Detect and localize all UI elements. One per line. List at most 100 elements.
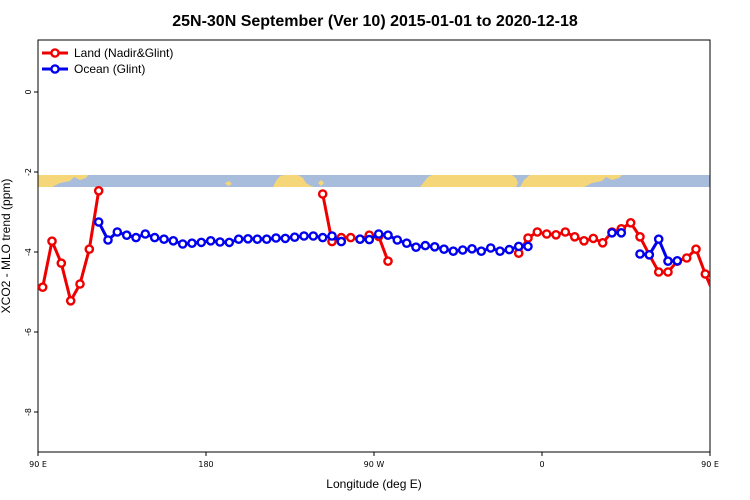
data-point bbox=[513, 241, 524, 252]
data-point bbox=[271, 233, 281, 243]
data-point bbox=[364, 234, 375, 245]
data-point bbox=[289, 232, 300, 242]
data-point bbox=[233, 234, 244, 244]
data-point bbox=[485, 243, 496, 253]
data-point bbox=[317, 232, 328, 243]
data-point bbox=[663, 267, 673, 277]
map-band-land-asia bbox=[38, 175, 88, 187]
data-point bbox=[47, 236, 57, 246]
data-point bbox=[93, 185, 104, 196]
y-tick-label: -4 bbox=[24, 248, 33, 256]
y-axis-label: XCO2 - MLO trend (ppm) bbox=[0, 179, 13, 314]
data-point bbox=[215, 237, 225, 247]
x-tick-label: 90 W bbox=[364, 460, 385, 469]
data-point bbox=[588, 233, 599, 244]
data-point bbox=[616, 227, 627, 238]
legend-ocean-label: Ocean (Glint) bbox=[74, 62, 145, 76]
data-point bbox=[317, 189, 328, 199]
data-point bbox=[541, 229, 552, 239]
data-point bbox=[224, 237, 235, 248]
data-point bbox=[644, 249, 655, 260]
data-point bbox=[84, 244, 95, 254]
data-point bbox=[663, 256, 673, 267]
data-point bbox=[38, 282, 48, 292]
legend-ocean-marker bbox=[50, 64, 60, 74]
data-point bbox=[121, 230, 132, 240]
data-point bbox=[75, 279, 85, 289]
y-tick-label: -8 bbox=[24, 408, 33, 416]
data-point bbox=[672, 255, 683, 266]
series-land bbox=[38, 185, 727, 306]
map-band-land-north-america bbox=[273, 175, 314, 187]
y-tick-label: -2 bbox=[24, 168, 33, 176]
legend-land-label: Land (Nadir&Glint) bbox=[74, 46, 173, 60]
data-point bbox=[177, 239, 188, 249]
data-point bbox=[261, 234, 272, 244]
data-point bbox=[653, 267, 664, 277]
data-point bbox=[252, 234, 263, 244]
data-point bbox=[196, 237, 207, 248]
x-axis: 90 E 180 90 W 0 90 E bbox=[29, 452, 719, 469]
data-point bbox=[420, 240, 431, 251]
data-point bbox=[373, 229, 384, 239]
data-point bbox=[336, 236, 347, 247]
data-point bbox=[625, 217, 636, 228]
data-point bbox=[93, 217, 104, 227]
data-point bbox=[439, 244, 449, 254]
data-point bbox=[345, 232, 356, 243]
series-line bbox=[517, 221, 710, 289]
legend: Land (Nadir&Glint) Ocean (Glint) bbox=[42, 46, 173, 76]
data-point bbox=[523, 233, 533, 243]
data-point bbox=[635, 231, 645, 242]
data-point bbox=[597, 237, 608, 248]
data-point bbox=[495, 246, 505, 256]
series-layer bbox=[38, 185, 727, 306]
data-point bbox=[635, 249, 645, 259]
data-point bbox=[299, 231, 309, 241]
data-point bbox=[205, 235, 216, 246]
data-point bbox=[691, 244, 701, 254]
data-point bbox=[560, 227, 571, 237]
data-point bbox=[720, 284, 727, 291]
series-line bbox=[321, 193, 390, 262]
series-ocean bbox=[93, 217, 683, 267]
y-axis: 0 -2 -4 -6 -8 bbox=[24, 89, 38, 416]
x-tick-label: 0 bbox=[539, 460, 544, 469]
y-tick-label: 0 bbox=[24, 89, 33, 94]
data-point bbox=[308, 231, 319, 241]
data-point bbox=[327, 231, 337, 241]
data-point bbox=[65, 295, 76, 306]
data-point bbox=[112, 227, 123, 237]
x-axis-label: Longitude (deg E) bbox=[326, 477, 421, 491]
data-point bbox=[429, 241, 440, 252]
x-tick-label: 90 E bbox=[29, 460, 47, 469]
data-point bbox=[467, 243, 477, 254]
map-band-land-hawaii bbox=[225, 181, 232, 186]
data-point bbox=[131, 232, 141, 243]
data-point bbox=[187, 238, 197, 248]
x-tick-label: 90 E bbox=[701, 460, 719, 469]
data-point bbox=[280, 233, 291, 244]
data-point bbox=[383, 230, 393, 240]
legend-land-marker bbox=[50, 48, 60, 58]
data-point bbox=[140, 229, 151, 239]
data-point bbox=[523, 241, 533, 252]
data-point bbox=[168, 235, 179, 246]
data-point bbox=[476, 246, 487, 256]
data-point bbox=[700, 269, 710, 279]
data-point bbox=[383, 256, 393, 267]
data-point bbox=[607, 227, 617, 238]
chart-title: 25N-30N September (Ver 10) 2015-01-01 to… bbox=[172, 13, 578, 30]
data-point bbox=[56, 258, 67, 269]
data-point bbox=[355, 234, 365, 244]
map-band-land-africa bbox=[420, 175, 518, 187]
data-point bbox=[504, 244, 515, 255]
data-point bbox=[681, 253, 692, 263]
data-point bbox=[551, 229, 561, 240]
data-point bbox=[411, 242, 421, 252]
plot-frame bbox=[37, 39, 711, 453]
data-point bbox=[457, 245, 468, 255]
data-point bbox=[579, 235, 589, 246]
y-tick-label: -6 bbox=[24, 328, 33, 336]
